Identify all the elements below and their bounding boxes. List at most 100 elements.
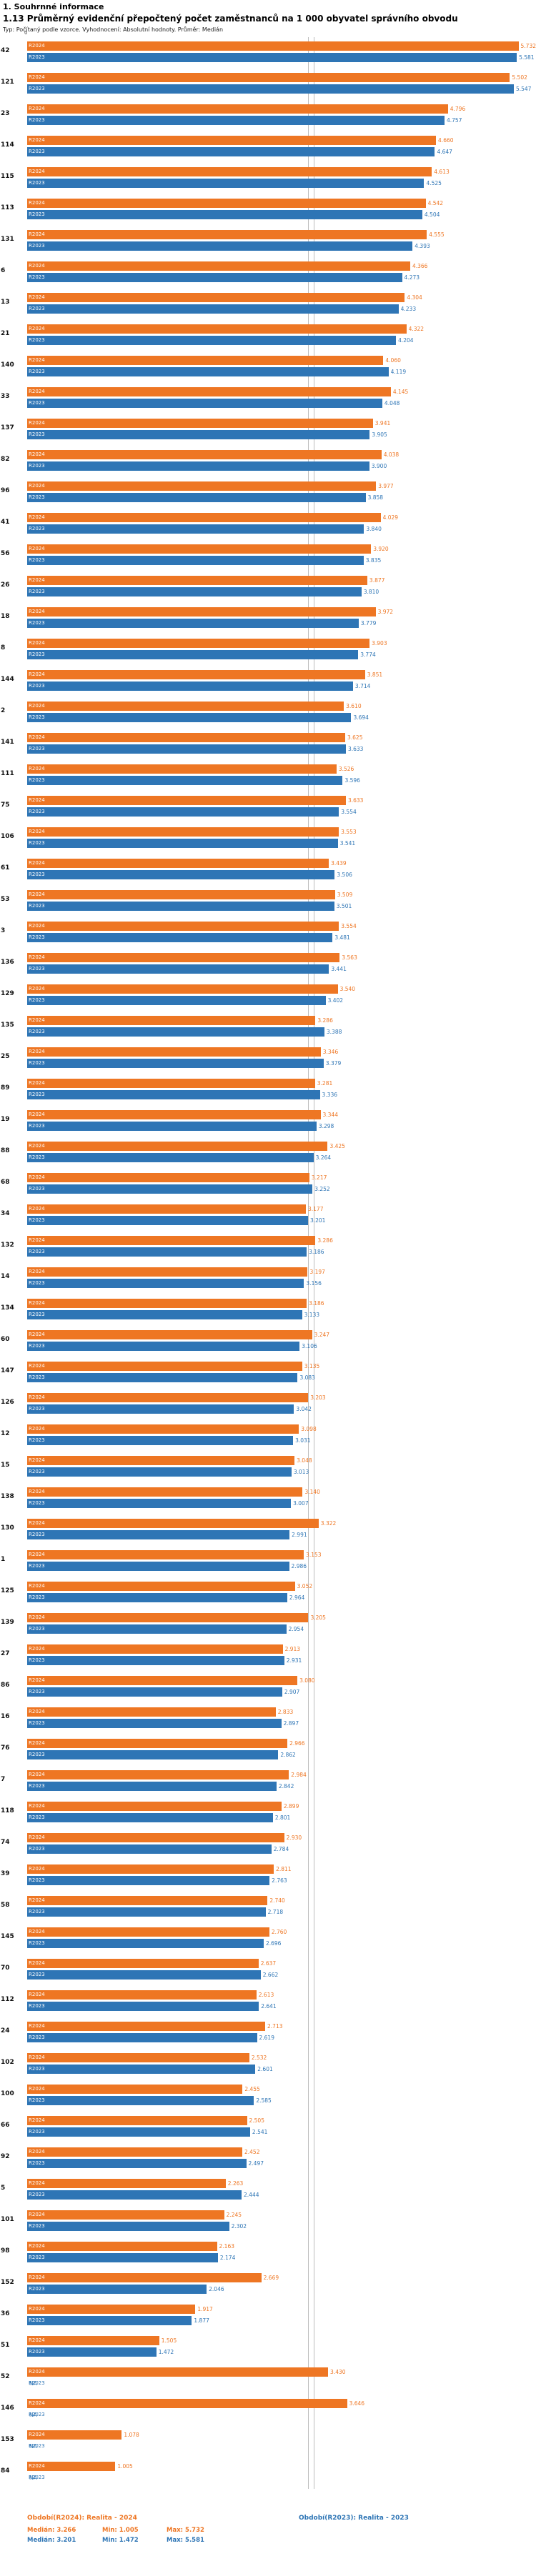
r2024-bar[interactable]: R2024 3.563: [27, 953, 536, 963]
r2023-bar[interactable]: R2023 3.013: [27, 1467, 536, 1477]
r2024-bar[interactable]: R2024 2.899: [27, 1802, 536, 1812]
r2023-bar-fill[interactable]: [27, 933, 333, 943]
r2024-bar[interactable]: R2024 3.430: [27, 2367, 536, 2377]
r2023-bar-fill[interactable]: [27, 1782, 277, 1792]
r2024-bar-fill[interactable]: [27, 1644, 283, 1654]
r2024-bar[interactable]: R2024 3.197: [27, 1267, 536, 1277]
r2023-bar[interactable]: R2023 3.501: [27, 902, 536, 912]
r2023-bar-fill[interactable]: [27, 1310, 302, 1320]
r2023-bar[interactable]: R2023 2.696: [27, 1939, 536, 1949]
r2023-bar[interactable]: R2023 3.506: [27, 870, 536, 880]
r2023-bar[interactable]: R2023 3.840: [27, 524, 536, 534]
r2023-bar[interactable]: R2023 4.757: [27, 116, 536, 126]
r2023-bar[interactable]: R2023 2.302: [27, 2222, 536, 2232]
r2024-bar[interactable]: R2024 3.977: [27, 481, 536, 491]
r2024-bar[interactable]: R2024 3.286: [27, 1236, 536, 1246]
r2023-bar[interactable]: R2023 3.388: [27, 1027, 536, 1037]
r2023-bar-fill[interactable]: [27, 1027, 324, 1037]
r2023-bar-fill[interactable]: [27, 116, 445, 126]
r2023-bar-fill[interactable]: [27, 273, 402, 283]
r2023-bar-fill[interactable]: [27, 1373, 298, 1383]
r2023-bar-fill[interactable]: [27, 807, 339, 817]
r2023-bar-fill[interactable]: [27, 53, 517, 63]
r2024-bar[interactable]: R2024 2.452: [27, 2147, 536, 2157]
r2023-bar-fill[interactable]: [27, 870, 335, 880]
r2024-bar[interactable]: R2024 3.553: [27, 827, 536, 837]
r2024-bar-fill[interactable]: [27, 2462, 116, 2472]
r2024-bar-fill[interactable]: [27, 1676, 298, 1686]
r2024-bar[interactable]: R2024 2.613: [27, 1990, 536, 2000]
r2024-bar[interactable]: R2024 3.877: [27, 576, 536, 586]
r2024-bar[interactable]: R2024 5.732: [27, 41, 536, 51]
r2023-bar-fill[interactable]: [27, 2033, 257, 2043]
r2023-bar[interactable]: R2023 2.641: [27, 2002, 536, 2012]
r2023-bar-fill[interactable]: [27, 2253, 218, 2263]
r2024-bar[interactable]: R2024 4.060: [27, 356, 536, 366]
r2023-bar[interactable]: R2023 2.662: [27, 1970, 536, 1980]
r2023-bar[interactable]: R2023 3.379: [27, 1059, 536, 1069]
r2024-bar[interactable]: R2024 2.740: [27, 1896, 536, 1906]
r2024-bar[interactable]: R2024 2.713: [27, 2022, 536, 2032]
r2024-bar[interactable]: R2024 3.186: [27, 1299, 536, 1309]
r2024-bar-fill[interactable]: [27, 1896, 268, 1906]
r2023-bar[interactable]: R2023 2.991: [27, 1530, 536, 1540]
r2023-bar-fill[interactable]: [27, 1939, 264, 1949]
r2023-bar-fill[interactable]: [27, 619, 359, 629]
r2023-bar-fill[interactable]: [27, 1499, 292, 1509]
r2024-bar-fill[interactable]: [27, 2210, 224, 2220]
r2023-bar-fill[interactable]: [27, 2222, 229, 2232]
r2023-bar[interactable]: R2023 NA: [27, 2410, 536, 2420]
r2024-bar[interactable]: R2024 3.610: [27, 702, 536, 712]
r2024-bar-fill[interactable]: [27, 1079, 315, 1089]
r2023-bar[interactable]: R2023 2.897: [27, 1719, 536, 1729]
r2024-bar-fill[interactable]: [27, 1487, 303, 1497]
r2023-bar-fill[interactable]: [27, 744, 346, 754]
r2023-bar[interactable]: R2023 3.031: [27, 1436, 536, 1446]
r2024-bar-fill[interactable]: [27, 1739, 288, 1749]
r2024-bar[interactable]: R2024 2.505: [27, 2116, 536, 2126]
r2024-bar[interactable]: R2024 3.177: [27, 1204, 536, 1214]
r2024-bar-fill[interactable]: [27, 2430, 122, 2440]
r2024-bar-fill[interactable]: [27, 2179, 226, 2189]
r2024-bar[interactable]: R2024 3.633: [27, 796, 536, 806]
r2023-bar-fill[interactable]: [27, 1467, 292, 1477]
r2023-bar[interactable]: R2023 3.694: [27, 713, 536, 723]
r2024-bar[interactable]: R2024 2.811: [27, 1864, 536, 1874]
r2024-bar[interactable]: R2024 1.005: [27, 2462, 536, 2472]
r2023-bar-fill[interactable]: [27, 1216, 308, 1226]
r2023-bar-fill[interactable]: [27, 304, 399, 314]
r2024-bar[interactable]: R2024 4.145: [27, 387, 536, 397]
r2023-bar-fill[interactable]: [27, 1090, 320, 1100]
r2023-bar-fill[interactable]: [27, 2316, 192, 2326]
r2023-bar[interactable]: R2023 3.779: [27, 619, 536, 629]
r2024-bar-fill[interactable]: [27, 1927, 269, 1937]
r2024-bar[interactable]: R2024 4.542: [27, 199, 536, 209]
r2023-bar[interactable]: R2023 2.784: [27, 1844, 536, 1854]
r2023-bar[interactable]: R2023 2.801: [27, 1813, 536, 1823]
r2023-bar-fill[interactable]: [27, 1970, 261, 1980]
r2024-bar-fill[interactable]: [27, 1613, 309, 1623]
r2023-bar[interactable]: R2023 3.336: [27, 1090, 536, 1100]
r2023-bar[interactable]: R2023 4.273: [27, 273, 536, 283]
r2024-bar-fill[interactable]: [27, 1990, 257, 2000]
r2024-bar-fill[interactable]: [27, 1424, 299, 1434]
r2023-bar-fill[interactable]: [27, 2096, 254, 2106]
r2024-bar-fill[interactable]: [27, 1362, 302, 1372]
r2023-bar-fill[interactable]: [27, 461, 369, 471]
r2024-bar-fill[interactable]: [27, 1959, 259, 1969]
r2024-bar-fill[interactable]: [27, 1267, 308, 1277]
r2024-bar-fill[interactable]: [27, 1047, 321, 1057]
r2024-bar-fill[interactable]: [27, 607, 376, 617]
r2024-bar[interactable]: R2024 2.930: [27, 1833, 536, 1843]
r2023-bar[interactable]: R2023 3.481: [27, 933, 536, 943]
r2023-bar-fill[interactable]: [27, 399, 382, 409]
r2023-bar[interactable]: R2023 NA: [27, 2379, 536, 2388]
r2024-bar-fill[interactable]: [27, 796, 346, 806]
r2024-bar-fill[interactable]: [27, 2273, 262, 2283]
r2024-bar[interactable]: R2024 4.796: [27, 104, 536, 114]
r2024-bar-fill[interactable]: [27, 2336, 159, 2346]
r2024-bar-fill[interactable]: [27, 2053, 249, 2063]
r2024-bar[interactable]: R2024 2.637: [27, 1959, 536, 1969]
r2024-bar[interactable]: R2024 4.366: [27, 261, 536, 271]
r2024-bar-fill[interactable]: [27, 167, 432, 177]
